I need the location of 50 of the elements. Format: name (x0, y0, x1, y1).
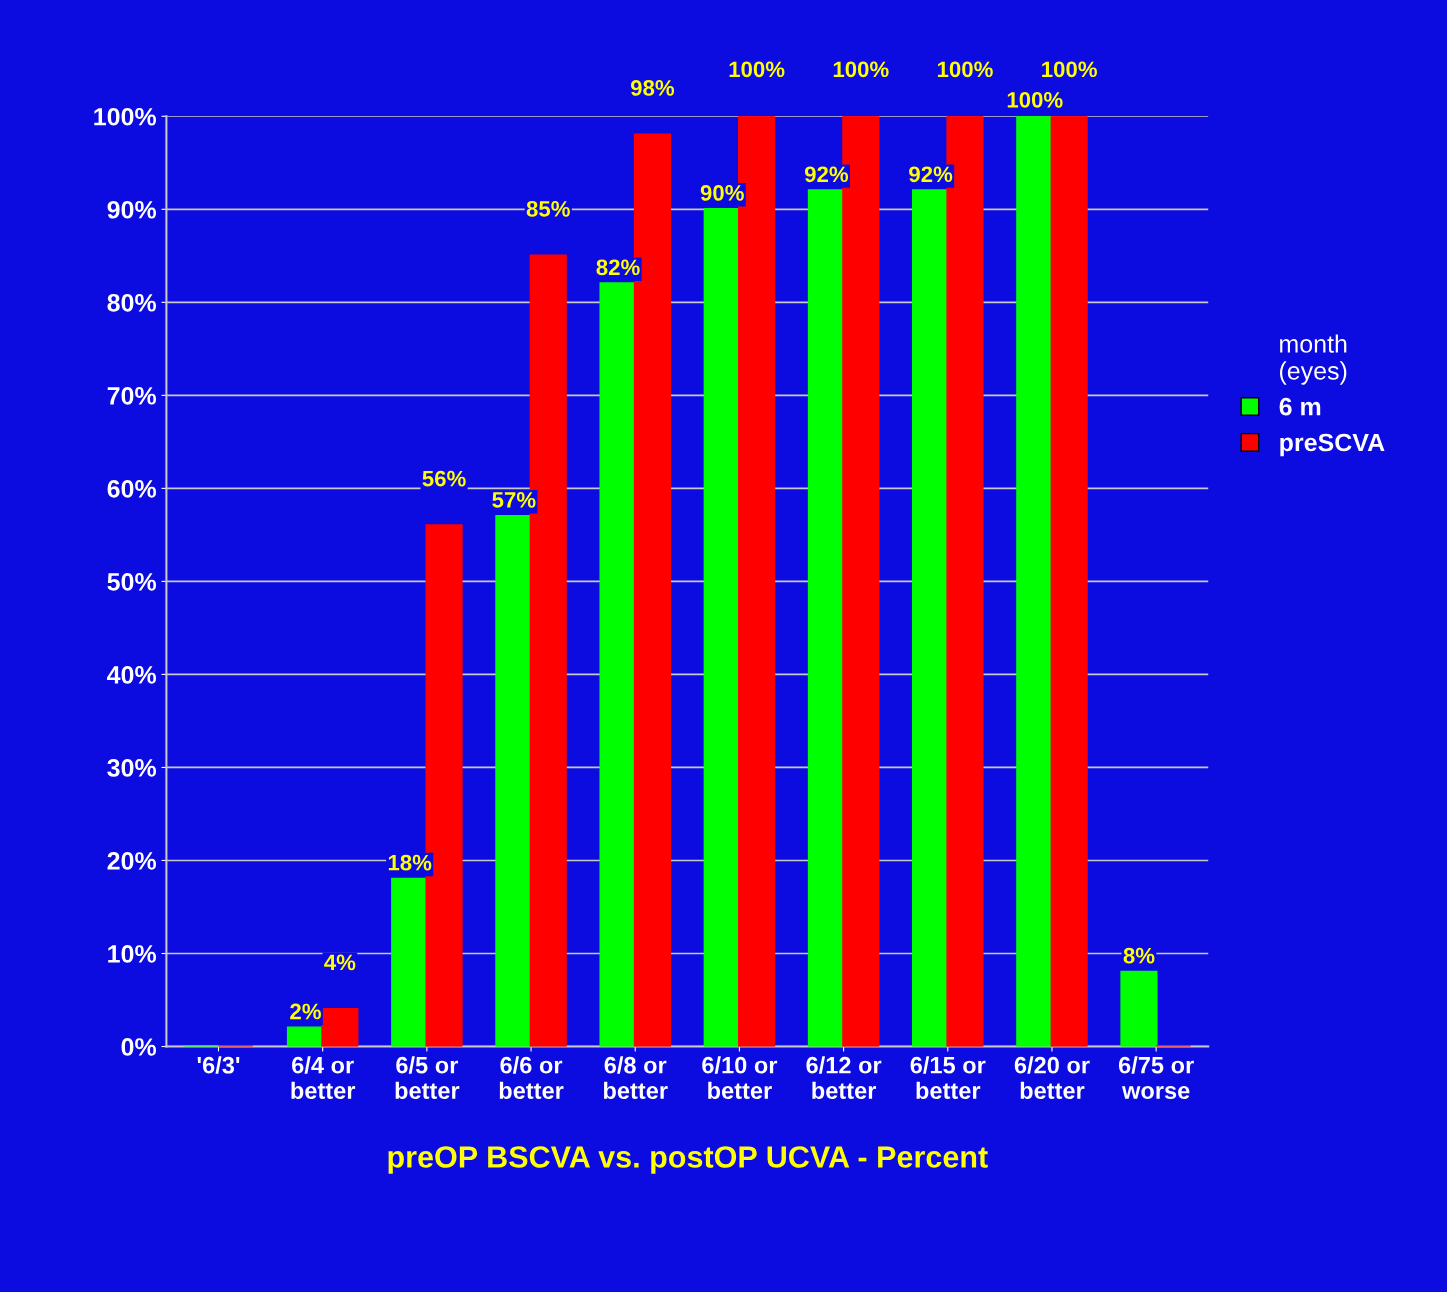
y-tick-label: 50% (107, 573, 157, 591)
data-label: 2% (290, 1003, 321, 1020)
y-tick-label: 60% (107, 479, 157, 498)
x-tick-label: 6/12 or better (806, 1056, 882, 1100)
data-label: 100% (729, 61, 785, 78)
y-tick-label: 70% (107, 386, 157, 405)
x-tick-label: 6/75 or worse (1118, 1056, 1194, 1100)
legend-label: preSCVA (1280, 433, 1385, 457)
data-label: 92% (909, 166, 953, 183)
bar (321, 1007, 359, 1047)
bar (1120, 970, 1158, 1047)
y-tick-label: 20% (107, 852, 157, 870)
x-tick-label: 6/15 or better (910, 1056, 986, 1100)
x-tick-label: 6/8 or better (603, 1056, 668, 1100)
y-tick-label: 0% (121, 1038, 157, 1056)
y-tick-label: 80% (107, 293, 157, 312)
y-tick-label: 90% (107, 200, 157, 219)
x-tick-label: 6/6 or better (499, 1056, 564, 1100)
data-label: 100% (833, 61, 889, 78)
x-axis-title: preOP BSCVA vs. postOP UCVA - Percent (388, 1146, 988, 1174)
x-tick-label: 6/4 or better (291, 1056, 356, 1100)
y-tick-label: 10% (108, 945, 157, 963)
x-tick-label: '6/3' (197, 1056, 240, 1074)
legend-label: 6 m (1279, 397, 1321, 416)
legend-title: month (eyes) (1279, 334, 1347, 385)
data-label: 18% (388, 854, 432, 871)
bar (1016, 116, 1054, 1047)
y-tick-label: 30% (107, 759, 157, 777)
data-label: 4% (324, 954, 356, 971)
x-tick-label: 6/20 or better (1014, 1056, 1090, 1100)
bar (495, 514, 533, 1047)
x-tick-label: 6/10 or better (702, 1056, 778, 1100)
data-label: 92% (804, 166, 849, 183)
bar (703, 207, 741, 1047)
data-label: 82% (596, 259, 640, 276)
data-label: 98% (630, 80, 675, 96)
data-label: 56% (422, 470, 466, 487)
data-label: 85% (526, 200, 570, 217)
bar (807, 189, 845, 1047)
bar (599, 282, 637, 1047)
y-tick-label: 100% (94, 107, 157, 126)
bar (1050, 116, 1088, 1047)
data-label: 100% (1042, 61, 1097, 78)
data-label: 57% (492, 492, 536, 508)
data-label: 100% (1007, 91, 1063, 108)
data-label: 100% (937, 61, 993, 78)
data-label: 8% (1123, 947, 1155, 964)
y-tick-label: 40% (107, 666, 157, 684)
data-label: 90% (700, 185, 744, 201)
x-tick-label: 6/5 or better (395, 1056, 460, 1100)
